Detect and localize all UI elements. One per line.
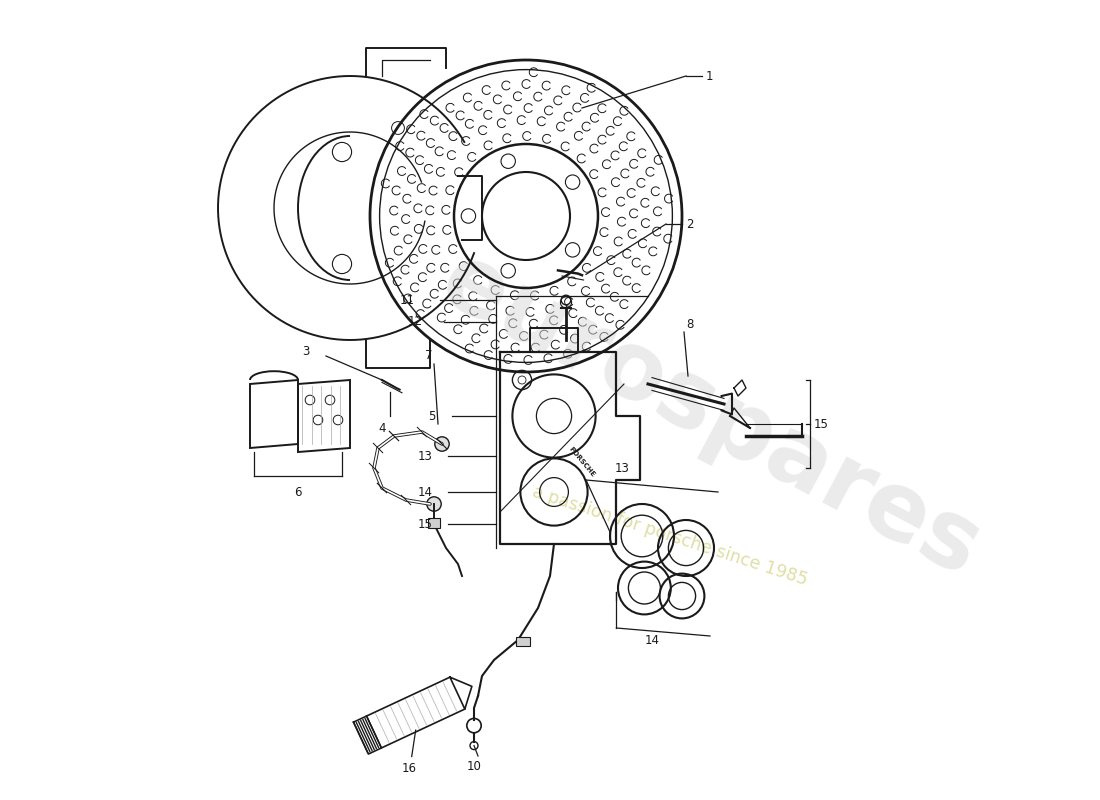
Text: 13: 13	[615, 462, 629, 474]
Text: 14: 14	[418, 486, 432, 498]
Circle shape	[434, 437, 449, 451]
Text: 1: 1	[706, 70, 714, 82]
Text: eurospares: eurospares	[425, 235, 996, 597]
Circle shape	[427, 497, 441, 511]
Text: 5: 5	[428, 410, 436, 422]
Text: 8: 8	[686, 318, 694, 330]
Text: 15: 15	[418, 518, 432, 530]
Text: 6: 6	[295, 486, 301, 498]
Text: 4: 4	[378, 422, 385, 434]
Bar	[516, 637, 530, 646]
Text: 3: 3	[302, 346, 309, 358]
Text: a passion for porsche since 1985: a passion for porsche since 1985	[530, 483, 810, 589]
Text: PORSCHE: PORSCHE	[568, 446, 596, 478]
Text: 11: 11	[400, 294, 415, 306]
Text: 10: 10	[466, 760, 482, 773]
Text: 7: 7	[425, 350, 432, 362]
Text: 15: 15	[814, 418, 829, 430]
Text: 14: 14	[645, 634, 660, 646]
Text: 12: 12	[408, 315, 424, 328]
Bar	[428, 518, 440, 528]
Text: 16: 16	[402, 762, 416, 775]
Text: 13: 13	[418, 450, 432, 462]
Text: 2: 2	[686, 218, 693, 230]
